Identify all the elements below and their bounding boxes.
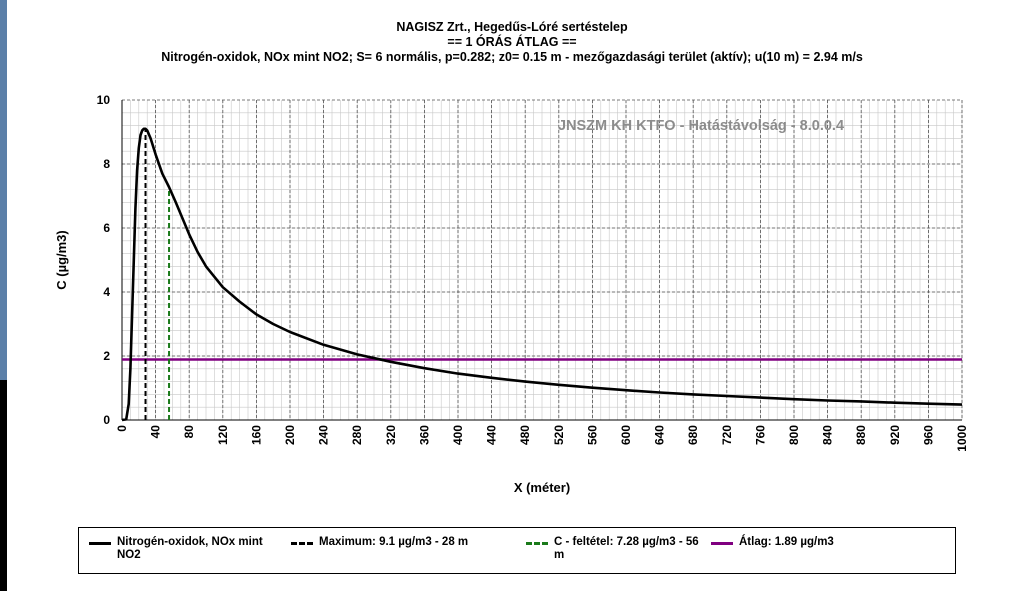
chart-title: NAGISZ Zrt., Hegedűs-Lóré sertéstelep (396, 20, 628, 34)
minor-grid (121, 100, 963, 421)
x-tick-label: 240 (317, 425, 331, 445)
legend-swatch-atlag (711, 542, 733, 545)
y-axis-label: C (µg/m3) (54, 230, 69, 290)
x-tick-label: 880 (854, 425, 868, 445)
legend-swatch-series (89, 542, 111, 545)
y-tick-label: 8 (103, 157, 110, 171)
watermark-text: JNSZM KH KTFO - Hatástávolság - 8.0.0.4 (558, 118, 844, 134)
x-tick-label: 1000 (955, 425, 969, 452)
x-tick-label: 280 (350, 425, 364, 445)
x-tick-label: 400 (451, 425, 465, 445)
x-tick-label: 560 (585, 425, 599, 445)
y-tick-label: 6 (103, 221, 110, 235)
x-tick-label: 920 (888, 425, 902, 445)
window-edge (0, 0, 7, 591)
chart-subtitle: == 1 ÓRÁS ÁTLAG == (447, 35, 577, 49)
chart-titles: NAGISZ Zrt., Hegedűs-Lóré sertéstelep ==… (0, 20, 1024, 65)
series-line-nox (121, 127, 963, 422)
x-tick-label: 440 (485, 425, 499, 445)
legend-label-c-felt: C - feltétel: 7.28 µg/m3 - 56 m (554, 536, 699, 561)
chart-description: Nitrogén-oxidok, NOx mint NO2; S= 6 norm… (161, 50, 863, 64)
window-edge-top (0, 0, 7, 380)
y-tick-label: 4 (103, 285, 110, 299)
legend-label-maximum: Maximum: 9.1 µg/m3 - 28 m (319, 536, 469, 548)
x-tick-label: 840 (821, 425, 835, 445)
x-tick-label: 480 (518, 425, 532, 445)
x-tick-label: 800 (787, 425, 801, 445)
x-tick-label: 160 (249, 425, 263, 445)
x-tick-label: 720 (720, 425, 734, 445)
y-tick-label: 0 (103, 413, 110, 427)
x-tick-label: 120 (216, 425, 230, 445)
y-tick-label: 10 (97, 93, 111, 107)
x-tick-label: 680 (686, 425, 700, 445)
x-tick-label: 600 (619, 425, 633, 445)
chart-legend: Nitrogén-oxidok, NOx mint NO2 Maximum: 9… (78, 527, 956, 574)
x-tick-label: 760 (753, 425, 767, 445)
window-edge-bottom (0, 380, 7, 591)
y-tick-label: 2 (103, 349, 110, 363)
x-tick-label: 520 (552, 425, 566, 445)
x-tick-label: 40 (149, 425, 163, 439)
x-axis-label: X (méter) (514, 480, 570, 495)
x-tick-label: 960 (921, 425, 935, 445)
x-tick-label: 80 (182, 425, 196, 439)
legend-label-atlag: Átlag: 1.89 µg/m3 (739, 536, 834, 548)
x-tick-label: 0 (115, 425, 129, 432)
x-tick-label: 640 (653, 425, 667, 445)
legend-swatch-c-felt (526, 542, 548, 545)
x-tick-label: 200 (283, 425, 297, 445)
x-tick-label: 360 (417, 425, 431, 445)
x-tick-label: 320 (384, 425, 398, 445)
legend-label-series: Nitrogén-oxidok, NOx mint NO2 (117, 536, 263, 561)
legend-swatch-maximum (291, 542, 313, 545)
